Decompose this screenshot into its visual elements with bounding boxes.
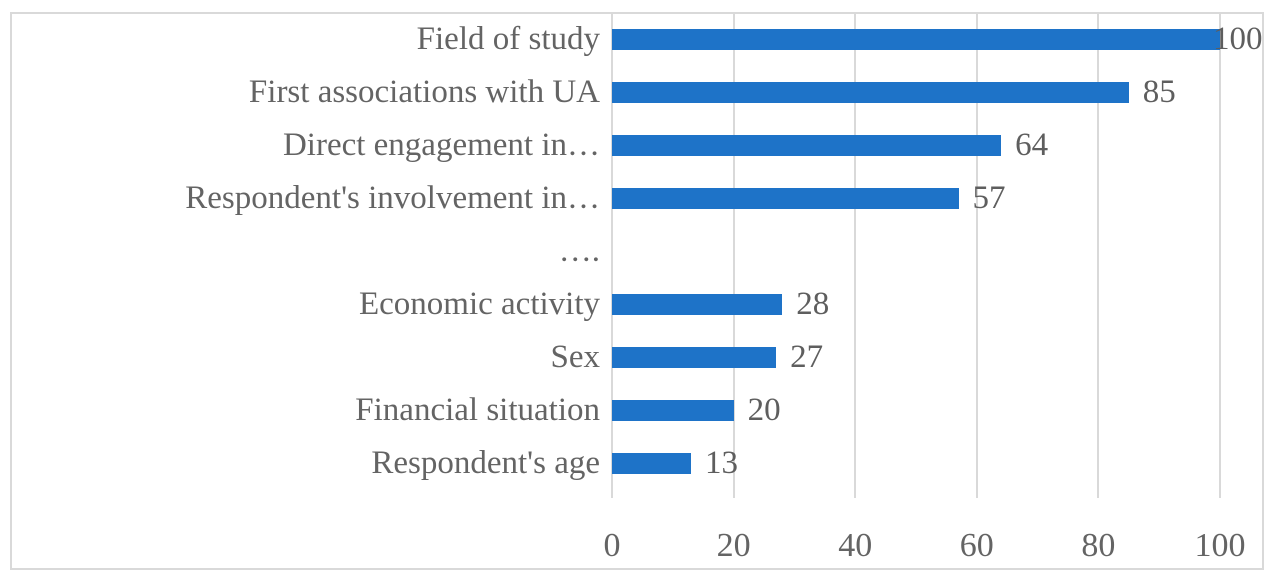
category-label: Respondent's age [371, 445, 600, 481]
x-axis-tick-label: 80 [1081, 527, 1116, 564]
bar-value-label: 64 [1015, 127, 1049, 163]
category-label: Field of study [416, 21, 600, 57]
category-axis: Field of study First associations with UA… [12, 13, 600, 490]
category-label: …. [558, 233, 600, 269]
gridline [1097, 13, 1100, 490]
bar-value-label: 28 [796, 286, 830, 322]
bar [612, 82, 1129, 103]
tick-mark [1097, 490, 1100, 498]
chart-frame [10, 12, 1264, 570]
gridline [1219, 13, 1221, 490]
category-label: First associations with UA [248, 74, 600, 110]
category-label: Financial situation [355, 392, 600, 428]
bar [612, 135, 1002, 156]
category-label: Direct engagement in… [282, 127, 600, 163]
x-axis-tick-label: 60 [959, 527, 994, 564]
gridline [732, 13, 735, 490]
x-axis-tick-label: 0 [603, 527, 621, 564]
gridline [975, 13, 978, 490]
gridline [854, 13, 857, 490]
bar [612, 453, 692, 474]
bar-value-label: 20 [747, 392, 781, 428]
tick-mark [854, 490, 857, 498]
value-axis: 0 20 40 60 80 100 [604, 524, 1246, 568]
bar-value-label: 100 [1213, 21, 1263, 57]
x-axis-tick-label: 100 [1194, 527, 1246, 564]
gridline [611, 13, 613, 490]
bar [612, 188, 959, 209]
tick-mark [1219, 490, 1221, 498]
x-axis-tick-label: 20 [716, 527, 751, 564]
bar-value-label: 13 [705, 445, 739, 481]
bar [612, 294, 783, 315]
tick-mark [611, 490, 613, 498]
bar-value-label: 57 [972, 180, 1006, 216]
bar-value-label: 85 [1142, 74, 1176, 110]
bar [612, 29, 1220, 50]
bar [612, 347, 777, 368]
bar [612, 400, 734, 421]
category-label: Sex [550, 339, 601, 375]
x-axis-tick-label: 40 [838, 527, 873, 564]
tick-mark [732, 490, 735, 498]
plot-area: 100 85 64 57 28 27 20 13 [611, 13, 1263, 498]
tick-mark [975, 490, 978, 498]
category-label: Economic activity [358, 286, 600, 322]
category-label: Respondent's involvement in… [185, 180, 600, 216]
bar-value-label: 27 [790, 339, 824, 375]
